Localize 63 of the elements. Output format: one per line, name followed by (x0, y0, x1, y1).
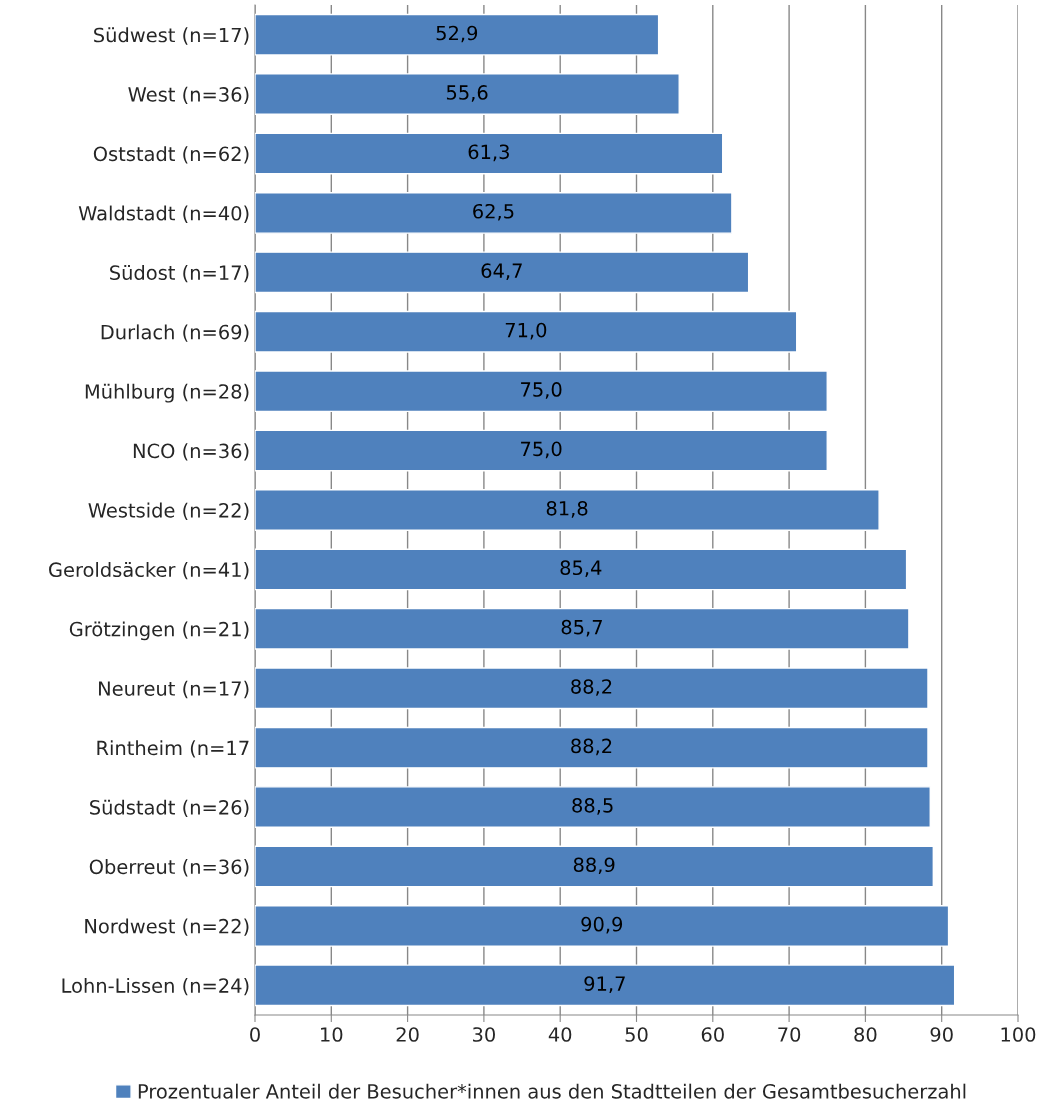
y-tick-label: Südwest (n=17) (94, 27, 249, 45)
data-label: 88,5 (572, 797, 613, 815)
data-label: 75,0 (521, 382, 562, 399)
bar (255, 667, 929, 710)
y-tick-label: Oststadt (n=62) (93, 146, 249, 164)
data-label: 71,0 (505, 322, 547, 340)
data-label: 55,6 (446, 85, 488, 102)
x-tick-label: 60 (701, 1027, 724, 1042)
y-tick-label: Nordwest (n=22) (85, 918, 249, 936)
y-tick-label: Grötzingen (n=21) (69, 621, 249, 641)
y-tick-label: Westside (n=22) (88, 502, 249, 520)
data-label: 64,7 (481, 263, 522, 280)
bar (255, 192, 733, 234)
x-tick-label: 100 (1001, 1027, 1036, 1042)
x-tick-label: 0 (250, 1027, 260, 1042)
data-label: 85,4 (560, 560, 602, 578)
bar (255, 310, 798, 353)
data-label: 88,9 (573, 857, 615, 875)
data-label: 85,7 (561, 619, 602, 637)
bar (255, 845, 935, 888)
bar (255, 132, 724, 175)
bar (255, 13, 660, 56)
data-label: 88,2 (571, 679, 612, 696)
bar (255, 726, 929, 769)
y-tick-label: West (n=36) (128, 86, 249, 105)
data-label: 90,9 (581, 916, 623, 934)
x-tick-label: 90 (930, 1027, 953, 1042)
x-tick-label: 10 (321, 1027, 343, 1042)
bar (255, 429, 828, 472)
bar (255, 904, 950, 947)
y-tick-label: Neureut (n=17) (99, 680, 249, 699)
data-label: 61,3 (468, 144, 509, 162)
x-tick-label: 80 (854, 1027, 877, 1042)
y-tick-label: Oberreut (n=36) (89, 859, 249, 877)
y-tick-label: Geroldsäcker (n=41) (49, 562, 249, 580)
y-tick-label: Südstadt (n=26) (90, 799, 249, 818)
data-label: 52,9 (436, 25, 478, 43)
bar (255, 251, 750, 294)
y-tick-label: Südost (n=17) (110, 264, 249, 283)
bar (255, 607, 910, 650)
data-label: 81,8 (546, 500, 588, 518)
bar (255, 73, 680, 116)
data-label: 91,7 (584, 976, 625, 993)
x-tick-label: 50 (625, 1027, 648, 1042)
y-tick-label: Mühlburg (n=28) (85, 383, 249, 403)
legend-label: Prozentualer Anteil der Besucher*innen aus den Stadtteilen der Gesamtbesucherzahl (138, 1083, 966, 1099)
data-label: 75,0 (521, 441, 562, 459)
data-label: 88,2 (571, 738, 612, 756)
bar (255, 964, 956, 1007)
x-tick-label: 40 (548, 1027, 572, 1042)
y-tick-label: Rintheim (n=17 (97, 740, 249, 758)
bar (255, 489, 880, 531)
x-tick-label: 30 (473, 1027, 495, 1042)
y-tick-label: Durlach (n=69) (101, 324, 249, 342)
bar (255, 548, 908, 591)
bar (255, 786, 931, 828)
y-tick-label: Waldstadt (n=40) (78, 205, 249, 223)
y-tick-label: Lohn-Lissen (n=24) (62, 977, 249, 996)
x-tick-label: 20 (396, 1027, 419, 1042)
x-tick-label: 70 (778, 1027, 801, 1042)
bar (255, 370, 828, 413)
y-tick-label: NCO (n=36) (133, 443, 249, 461)
data-label: 62,5 (473, 203, 514, 221)
